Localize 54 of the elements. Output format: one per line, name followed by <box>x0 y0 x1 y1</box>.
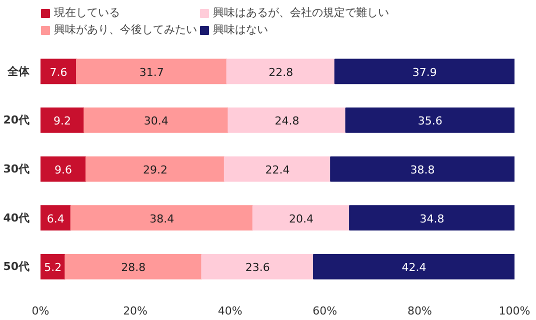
bar <box>228 108 346 133</box>
bar <box>330 156 514 182</box>
data-label: 22.4 <box>265 164 290 177</box>
x-tick-label: 20% <box>123 304 148 318</box>
data-label: 7.6 <box>50 66 68 79</box>
y-tick-label: 全体 <box>6 64 30 78</box>
bar <box>313 254 514 280</box>
data-label: 38.8 <box>410 164 435 177</box>
bar <box>40 58 78 84</box>
x-tick-label: 40% <box>218 304 242 318</box>
bar <box>224 156 332 182</box>
bar <box>86 156 225 182</box>
x-tick-label: 0% <box>32 304 50 318</box>
bar <box>76 58 228 84</box>
data-label: 31.7 <box>139 66 164 79</box>
bar <box>70 205 254 231</box>
bar <box>226 58 336 84</box>
data-label: 37.9 <box>412 66 437 79</box>
data-label: 9.2 <box>54 114 72 128</box>
legend-label: 現在している <box>54 5 120 20</box>
data-label: 34.8 <box>420 212 444 226</box>
data-label: 9.6 <box>54 164 72 177</box>
legend-label: 興味はあるが、会社の規定で難しい <box>213 5 389 20</box>
data-label: 6.4 <box>46 212 64 226</box>
bar <box>40 108 85 133</box>
data-label: 29.2 <box>142 164 168 177</box>
bar <box>64 254 202 280</box>
data-label: 22.8 <box>268 66 294 79</box>
bar <box>40 156 87 182</box>
x-tick-label: 80% <box>407 304 432 318</box>
data-label: 38.4 <box>150 212 174 226</box>
bar <box>334 58 514 84</box>
y-tick-label: 30代 <box>3 162 30 176</box>
data-label: 35.6 <box>418 114 442 128</box>
bar <box>201 254 314 280</box>
data-label: 42.4 <box>402 261 426 274</box>
y-tick-label: 40代 <box>3 211 30 224</box>
data-label: 24.8 <box>274 114 300 128</box>
y-tick-label: 20代 <box>3 114 30 127</box>
y-tick-label: 50代 <box>3 260 30 274</box>
legend-label: 興味があり、今後してみたい <box>54 22 197 37</box>
data-label: 30.4 <box>144 114 168 128</box>
data-label: 23.6 <box>245 261 270 274</box>
bar <box>345 108 514 133</box>
data-label: 5.2 <box>44 261 62 274</box>
x-tick-label: 100% <box>498 304 530 318</box>
data-label: 20.4 <box>288 212 314 226</box>
bar <box>84 108 229 133</box>
legend-label: 興味はない <box>213 22 268 37</box>
data-label: 28.8 <box>121 261 146 274</box>
x-tick-label: 60% <box>312 304 338 318</box>
bar <box>252 205 350 231</box>
bar <box>349 205 514 231</box>
bar <box>40 205 72 231</box>
